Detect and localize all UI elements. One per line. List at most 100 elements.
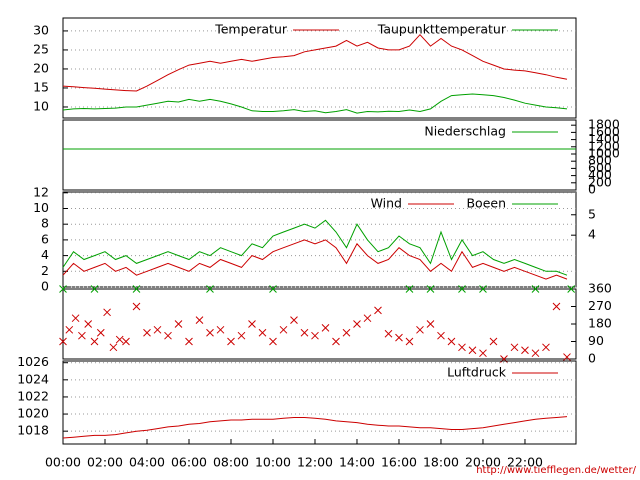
point-cross xyxy=(195,316,204,324)
point-cross xyxy=(489,337,498,346)
y2-tick-label: 360 xyxy=(588,281,612,296)
y2-tick-label: 1400 xyxy=(588,131,620,146)
point-cross xyxy=(164,331,172,340)
point-cross xyxy=(248,320,256,328)
point-cross xyxy=(311,331,319,340)
legend-label: Temperatur xyxy=(214,22,288,37)
y2-tick-label: 4 xyxy=(588,227,596,242)
y2-tick-label: 0 xyxy=(588,351,596,366)
point-cross xyxy=(185,337,193,346)
point-cross xyxy=(206,285,214,293)
series-line xyxy=(62,239,568,280)
y-tick-label: 15 xyxy=(33,79,49,94)
x-tick-label: 16:00 xyxy=(381,455,417,470)
point-cross xyxy=(531,285,540,293)
point-cross xyxy=(374,306,382,315)
y-tick-label: 4 xyxy=(41,247,49,262)
series-line xyxy=(62,219,568,276)
legend-label: Taupunkttemperatur xyxy=(377,22,507,37)
panel-frame xyxy=(62,288,577,360)
point-cross xyxy=(300,328,309,337)
panel-frame xyxy=(62,17,577,119)
x-tick-label: 18:00 xyxy=(423,455,459,470)
x-tick-label: 06:00 xyxy=(171,455,207,470)
point-cross xyxy=(59,337,67,346)
y-tick-label: 8 xyxy=(41,216,49,231)
legend-label: Luftdruck xyxy=(447,365,507,380)
point-cross xyxy=(71,314,80,323)
y2-tick-label: 600 xyxy=(588,160,612,175)
point-cross xyxy=(531,349,540,358)
point-cross xyxy=(269,337,277,346)
point-cross xyxy=(426,320,435,328)
point-cross xyxy=(90,337,99,346)
y2-tick-label: 1800 xyxy=(588,117,620,132)
point-cross xyxy=(84,320,93,328)
x-tick-label: 08:00 xyxy=(213,455,249,470)
series-line xyxy=(62,416,568,439)
point-cross xyxy=(416,325,424,334)
point-cross xyxy=(321,324,330,332)
y2-tick-label: 800 xyxy=(588,153,612,168)
point-cross xyxy=(458,285,466,293)
y-tick-label: 12 xyxy=(33,184,49,199)
point-cross xyxy=(510,343,519,352)
y2-tick-label: 200 xyxy=(588,174,612,189)
point-cross xyxy=(227,337,235,346)
series-line xyxy=(62,93,568,114)
x-tick-label: 00:00 xyxy=(45,455,81,470)
point-cross xyxy=(567,285,576,293)
y-tick-label: 10 xyxy=(33,200,49,215)
point-cross xyxy=(258,328,267,337)
point-cross xyxy=(437,331,445,340)
point-cross xyxy=(59,285,67,293)
point-cross xyxy=(405,285,414,293)
point-cross xyxy=(479,285,487,293)
point-cross xyxy=(563,353,571,361)
point-cross xyxy=(132,285,141,293)
point-cross xyxy=(269,285,277,293)
point-cross xyxy=(353,320,361,328)
point-cross xyxy=(143,328,151,337)
y-tick-label: 20 xyxy=(33,60,49,75)
y2-tick-label: 1600 xyxy=(588,124,620,139)
y2-tick-label: 90 xyxy=(588,333,604,348)
point-cross xyxy=(153,325,162,334)
x-tick-label: 02:00 xyxy=(87,455,123,470)
legend-label: Niederschlag xyxy=(424,124,506,139)
y2-tick-label: 5 xyxy=(588,206,596,221)
point-cross xyxy=(521,346,529,355)
y2-tick-label: 1200 xyxy=(588,138,620,153)
point-cross xyxy=(542,343,550,352)
y-tick-label: 1026 xyxy=(17,354,49,369)
point-cross xyxy=(96,328,105,337)
point-cross xyxy=(78,331,86,340)
x-tick-label: 14:00 xyxy=(339,455,375,470)
point-cross xyxy=(290,316,298,324)
point-cross xyxy=(447,337,456,346)
point-cross xyxy=(206,328,214,337)
y-tick-label: 0 xyxy=(41,279,49,294)
panel-frame xyxy=(62,360,577,445)
point-cross xyxy=(552,302,561,311)
point-cross xyxy=(122,337,130,346)
point-cross xyxy=(363,314,372,323)
y2-tick-label: 180 xyxy=(588,316,612,331)
y2-tick-label: 1000 xyxy=(588,145,620,160)
point-cross xyxy=(109,343,118,352)
y-tick-label: 2 xyxy=(41,263,49,278)
x-tick-label: 04:00 xyxy=(129,455,165,470)
legend-label: Wind xyxy=(371,196,402,211)
y2-tick-label: 0 xyxy=(588,182,596,197)
series-line xyxy=(62,33,568,92)
point-cross xyxy=(279,325,288,334)
x-tick-label: 22:00 xyxy=(507,455,543,470)
point-cross xyxy=(479,349,487,358)
point-cross xyxy=(115,335,124,344)
point-cross xyxy=(216,325,225,334)
point-cross xyxy=(426,285,435,293)
y-tick-label: 1020 xyxy=(17,406,49,421)
y-tick-label: 10 xyxy=(33,98,49,113)
legend-label: Boeen xyxy=(466,196,506,211)
point-cross xyxy=(332,337,340,346)
